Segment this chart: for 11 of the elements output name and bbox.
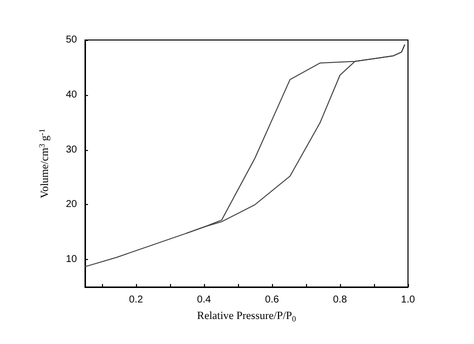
x-tick-label: 0.8 [333,294,348,306]
y-tick-label: 10 [66,254,78,266]
y-axis-title: Volume/cm3 g-1 [38,128,51,198]
y-tick-label: 20 [66,199,78,210]
y-tick-label: 30 [66,144,78,156]
x-tick-label: 0.6 [265,294,280,306]
x-tick-label: 0.2 [129,294,144,306]
x-tick-label: 0.4 [197,294,212,306]
x-tick-label: 1.0 [401,294,416,306]
y-tick-label: 40 [66,89,78,100]
y-tick-label: 50 [66,34,78,46]
